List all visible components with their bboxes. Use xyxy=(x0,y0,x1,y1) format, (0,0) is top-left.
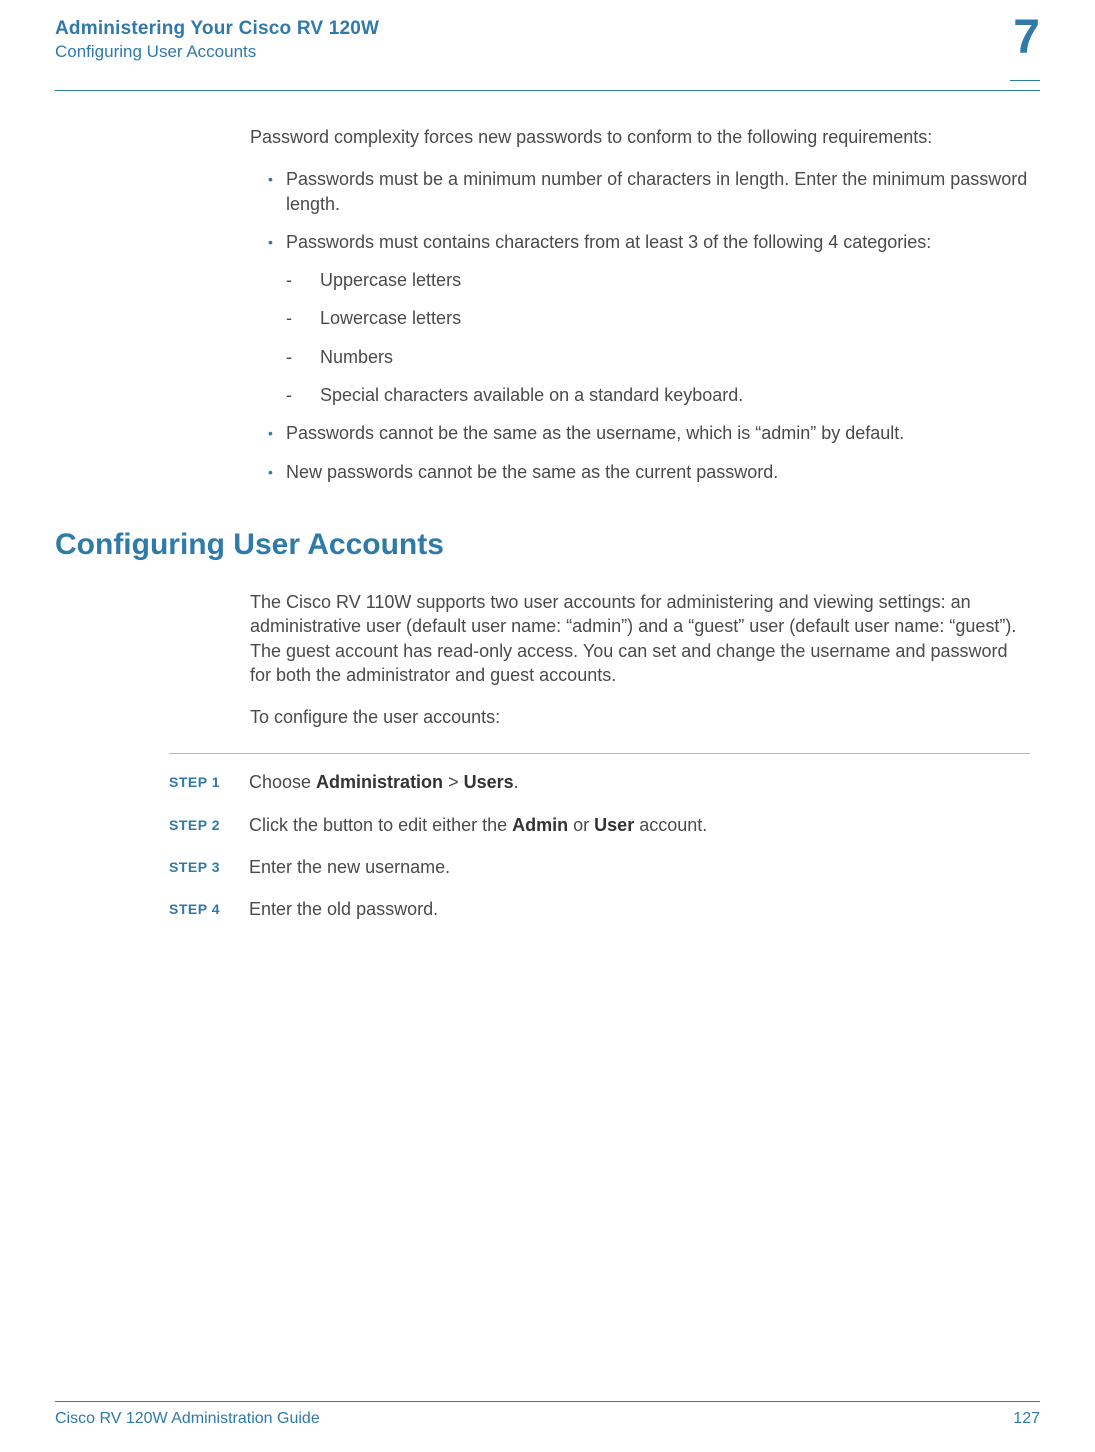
step-item: STEP 1 Choose Administration > Users. xyxy=(169,770,1030,794)
sub-list-item: - Lowercase letters xyxy=(286,306,1030,330)
dash-icon: - xyxy=(286,345,320,369)
step-text-part: Click the button to edit either the xyxy=(249,815,512,835)
step-text-part: > xyxy=(443,772,464,792)
footer-left: Cisco RV 120W Administration Guide xyxy=(55,1410,320,1428)
step-item: STEP 3 Enter the new username. xyxy=(169,855,1030,879)
bullet-list: • Passwords must be a minimum number of … xyxy=(250,167,1030,484)
chapter-number: 7 xyxy=(1013,10,1040,65)
step-text: Choose Administration > Users. xyxy=(249,770,1030,794)
section-heading: Configuring User Accounts xyxy=(55,528,1030,562)
bullet-icon: • xyxy=(250,167,286,191)
step-text-part: . xyxy=(514,772,519,792)
sub-list-item: - Uppercase letters xyxy=(286,268,1030,292)
step-text: Enter the old password. xyxy=(249,897,1030,921)
header-rule-short xyxy=(1010,80,1040,81)
page-header: Administering Your Cisco RV 120W Configu… xyxy=(55,18,1040,62)
sub-text: Numbers xyxy=(320,345,1030,369)
bullet-text: Passwords cannot be the same as the user… xyxy=(286,421,1030,445)
page-footer: Cisco RV 120W Administration Guide 127 xyxy=(55,1401,1040,1428)
doc-subtitle: Configuring User Accounts xyxy=(55,42,1040,62)
step-bold: User xyxy=(594,815,634,835)
sub-text: Special characters available on a standa… xyxy=(320,383,1030,407)
bullet-icon: • xyxy=(250,460,286,484)
step-text-part: Choose xyxy=(249,772,316,792)
step-text: Click the button to edit either the Admi… xyxy=(249,813,1030,837)
header-rule xyxy=(55,90,1040,91)
list-item: • Passwords must be a minimum number of … xyxy=(250,167,1030,216)
bullet-icon: • xyxy=(250,421,286,445)
dash-icon: - xyxy=(286,383,320,407)
dash-icon: - xyxy=(286,306,320,330)
step-text: Enter the new username. xyxy=(249,855,1030,879)
bullet-text: New passwords cannot be the same as the … xyxy=(286,460,1030,484)
list-item: • Passwords cannot be the same as the us… xyxy=(250,421,1030,445)
bullet-icon: • xyxy=(250,230,286,254)
step-label: STEP 2 xyxy=(169,813,249,837)
list-item: • New passwords cannot be the same as th… xyxy=(250,460,1030,484)
sub-list-item: - Numbers xyxy=(286,345,1030,369)
step-bold: Users xyxy=(464,772,514,792)
sub-text: Lowercase letters xyxy=(320,306,1030,330)
step-label: STEP 3 xyxy=(169,855,249,879)
step-label: STEP 1 xyxy=(169,770,249,794)
step-bold: Administration xyxy=(316,772,443,792)
step-item: STEP 4 Enter the old password. xyxy=(169,897,1030,921)
bullet-text: Passwords must contains characters from … xyxy=(286,230,1030,254)
dash-icon: - xyxy=(286,268,320,292)
bullet-text: Passwords must be a minimum number of ch… xyxy=(286,167,1030,216)
section-paragraph: The Cisco RV 110W supports two user acco… xyxy=(250,590,1030,687)
list-item: • Passwords must contains characters fro… xyxy=(250,230,1030,254)
step-bold: Admin xyxy=(512,815,568,835)
step-text-part: or xyxy=(568,815,594,835)
step-text-part: account. xyxy=(634,815,707,835)
sub-list-item: - Special characters available on a stan… xyxy=(286,383,1030,407)
step-item: STEP 2 Click the button to edit either t… xyxy=(169,813,1030,837)
step-label: STEP 4 xyxy=(169,897,249,921)
doc-title: Administering Your Cisco RV 120W xyxy=(55,18,1040,40)
intro-paragraph: Password complexity forces new passwords… xyxy=(250,125,1030,149)
steps-rule xyxy=(169,753,1030,754)
footer-page-number: 127 xyxy=(1013,1410,1040,1428)
sub-text: Uppercase letters xyxy=(320,268,1030,292)
section-lead: To configure the user accounts: xyxy=(250,705,1030,729)
